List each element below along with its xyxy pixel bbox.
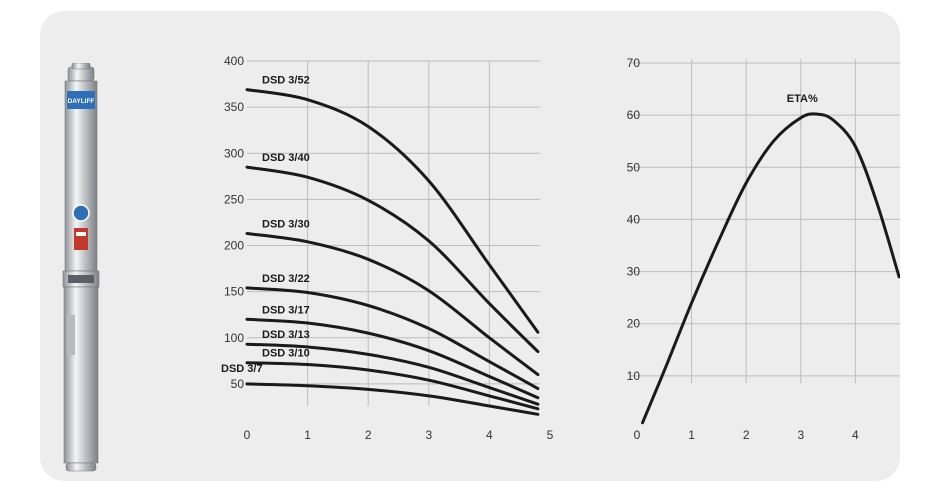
eta-chart-grid [630, 59, 900, 383]
x-tick-label: 1 [304, 428, 311, 442]
series-line [245, 286, 540, 390]
x-tick-label: 5 [547, 428, 554, 442]
x-tick-label: 4 [852, 428, 859, 442]
y-tick-label: 70 [627, 56, 641, 70]
y-tick-label: 20 [627, 317, 641, 331]
eta-y-axis: 10 20 30 40 50 60 70 [627, 56, 641, 383]
series-line [245, 361, 540, 411]
series-label: DSD 3/40 [262, 152, 310, 164]
eta-curve-labels: ETA% [787, 93, 818, 105]
y-tick-label: 350 [224, 100, 244, 114]
pump-brand-text: DAYLIFF [68, 98, 95, 105]
series-line [245, 342, 540, 406]
x-tick-label: 3 [425, 428, 432, 442]
head-y-axis: 50 100 150 200 250 300 350 400 [224, 54, 244, 391]
y-tick-label: 150 [224, 285, 244, 299]
series-label: DSD 3/22 [262, 273, 310, 285]
y-tick-label: 300 [224, 146, 244, 160]
series-label: DSD 3/17 [262, 304, 310, 316]
x-tick-label: 0 [244, 428, 251, 442]
series-line [245, 317, 540, 400]
y-tick-label: 40 [627, 212, 641, 226]
y-tick-label: 100 [224, 331, 244, 345]
pump-warning-label [74, 228, 88, 250]
pump-badge-icon [72, 204, 90, 222]
y-tick-label: 250 [224, 192, 244, 206]
series-line [245, 382, 540, 416]
y-tick-label: 400 [224, 54, 244, 68]
series-label: DSD 3/10 [262, 348, 310, 360]
y-tick-label: 200 [224, 239, 244, 253]
x-tick-label: 4 [486, 428, 493, 442]
series-line [245, 232, 540, 377]
pump-brand-label [67, 91, 95, 109]
series-label: ETA% [787, 93, 818, 105]
x-tick-label: 2 [365, 428, 372, 442]
series-label: DSD 3/7 [221, 363, 263, 375]
x-tick-label: 3 [797, 428, 804, 442]
series-line [245, 88, 540, 334]
x-tick-label: 2 [743, 428, 750, 442]
y-tick-label: 10 [627, 369, 641, 383]
series-label: DSD 3/52 [262, 75, 310, 87]
y-tick-label: 30 [627, 265, 641, 279]
series-line [641, 112, 900, 425]
y-tick-label: 50 [627, 160, 641, 174]
series-line [245, 165, 540, 354]
pump-image: DAYLIFF [62, 63, 100, 472]
head-curve-series [245, 88, 540, 416]
y-tick-label: 50 [231, 377, 245, 391]
head-curve-labels: DSD 3/52 DSD 3/40 DSD 3/30 DSD 3/22 DSD 3/17… [221, 75, 310, 375]
x-tick-label: 0 [634, 428, 641, 442]
x-tick-label: 1 [688, 428, 695, 442]
series-label: DSD 3/30 [262, 219, 310, 231]
eta-curve-series [641, 112, 900, 425]
y-tick-label: 60 [627, 108, 641, 122]
series-label: DSD 3/13 [262, 329, 310, 341]
head-x-axis: 0 1 2 3 4 5 [244, 428, 554, 442]
